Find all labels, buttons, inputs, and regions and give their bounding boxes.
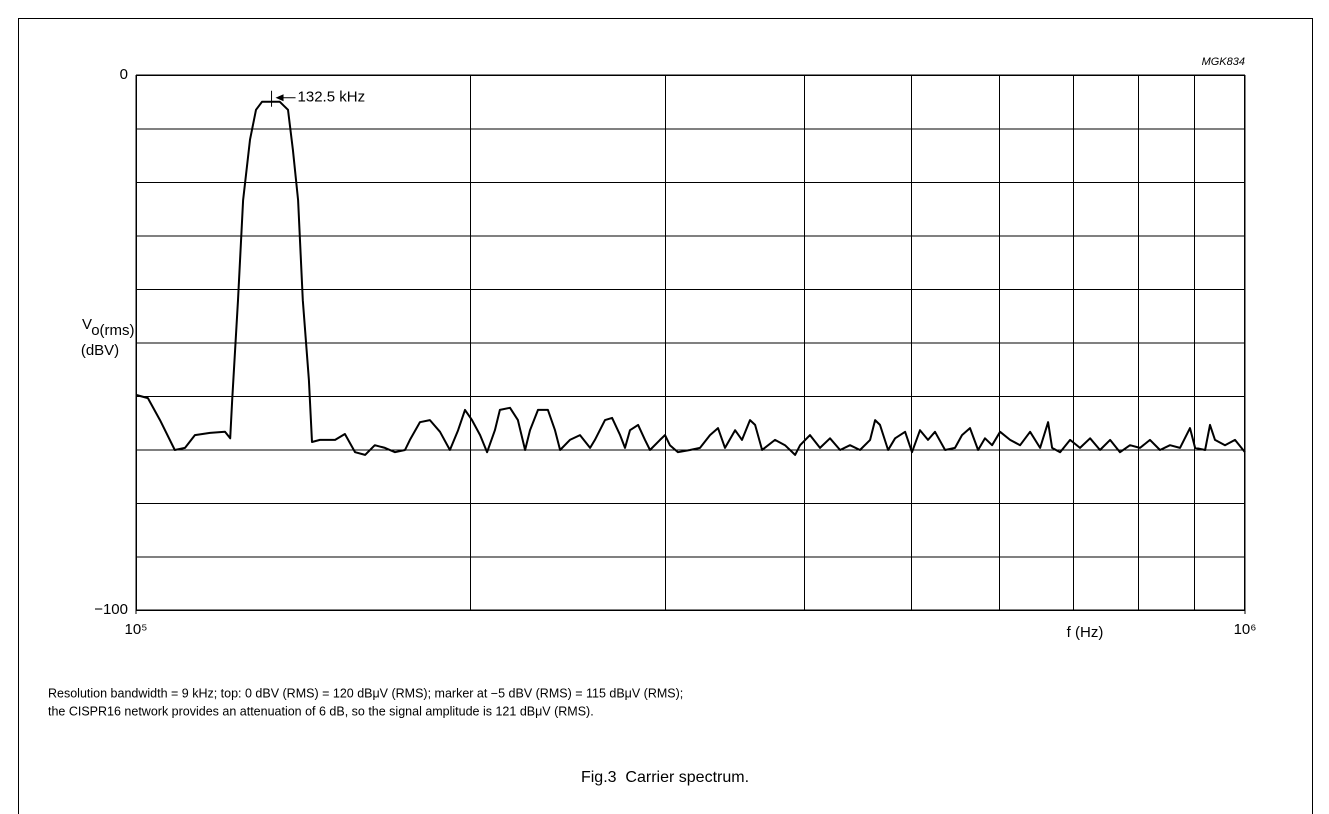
x-axis-label: f (Hz) <box>1067 624 1104 641</box>
spectrum-line <box>135 100 1246 456</box>
y-axis-label: Vo(rms) <box>82 316 135 339</box>
figure-caption: Fig.3 Carrier spectrum. <box>581 769 749 786</box>
note-line: Resolution bandwidth = 9 kHz; top: 0 dBV… <box>48 686 683 700</box>
y-tick-label: −100 <box>94 601 128 618</box>
figure-code: MGK834 <box>1202 56 1245 68</box>
y-axis-unit: (dBV) <box>81 342 119 359</box>
x-tick-label: 10⁵ <box>125 621 148 638</box>
y-tick-label: 0 <box>120 66 128 83</box>
marker-label: 132.5 kHz <box>298 89 366 106</box>
frame <box>18 18 1313 814</box>
y-label-sub: o(rms) <box>91 322 134 339</box>
marker-arrowhead <box>275 94 284 102</box>
y-label-main: V <box>82 316 92 333</box>
note-line: the CISPR16 network provides an attenuat… <box>48 704 594 718</box>
x-tick-label: 10⁶ <box>1234 621 1257 638</box>
